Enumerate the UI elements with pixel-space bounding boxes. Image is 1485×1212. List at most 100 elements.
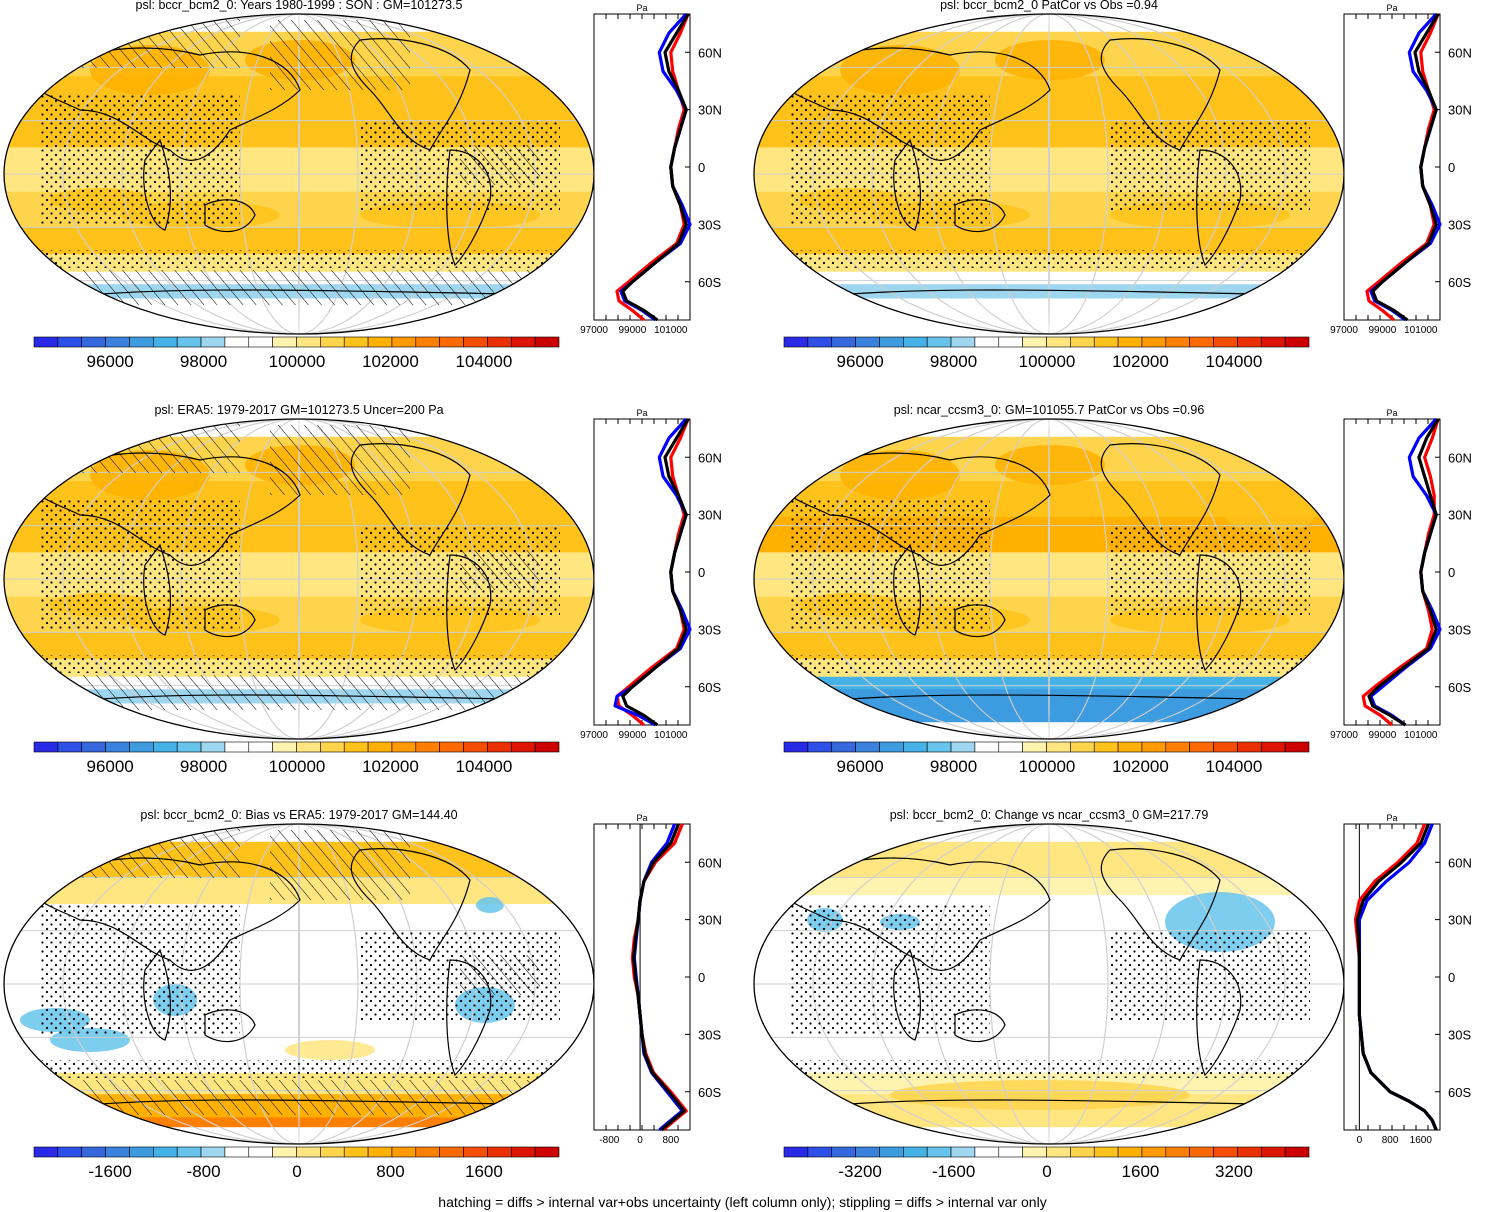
map-gridline [1048, 824, 1050, 1144]
colorbar-cell [1070, 741, 1095, 753]
colorbar-label: 102000 [1112, 757, 1169, 776]
profile-x-tick-label: 800 [662, 1135, 679, 1146]
colorbar-cell [831, 741, 856, 753]
profile-y-tick-label: 60N [1448, 450, 1472, 465]
colorbar-cell [415, 336, 440, 348]
colorbar-cell [1046, 336, 1071, 348]
colorbar-cell [296, 336, 321, 348]
stipple-area [770, 1060, 1320, 1078]
colorbar-cell [1022, 741, 1047, 753]
colorbar-label: 98000 [180, 757, 227, 776]
colorbar-cell [1189, 1146, 1214, 1158]
colorbar-cell [57, 741, 83, 753]
colorbar-cell [248, 1146, 273, 1158]
profile-unit-label: Pa [1386, 813, 1397, 823]
colorbar-cell [1141, 1146, 1167, 1158]
colorbar-cell [248, 741, 273, 753]
coastline [204, 199, 256, 233]
profile-y-tick-label: 30S [698, 1027, 721, 1042]
colorbar-cell [1284, 336, 1310, 348]
colorbar-cell [81, 741, 106, 753]
colorbar-cell [998, 336, 1023, 348]
coastline [29, 857, 301, 971]
map-feature [995, 40, 1105, 80]
hatch-area [460, 550, 540, 590]
colorbar-label: 96000 [836, 352, 883, 371]
profile-x-tick-label: 99000 [618, 730, 646, 741]
panel-graphic: -1600 -800 0 800 1600 Pa -800 0 800 60N 30N 0 30S 60S [3, 813, 722, 1181]
colorbar-cell [367, 741, 393, 753]
colorbar-cell [1237, 741, 1262, 753]
map-feature [995, 445, 1105, 485]
colorbar-cell [1141, 336, 1167, 348]
profile-y-tick-label: 60N [698, 45, 722, 60]
stipple-area [20, 655, 570, 673]
colorbar-label: -1600 [88, 1162, 131, 1181]
colorbar-cell [879, 336, 904, 348]
colorbar-label: 104000 [1206, 352, 1263, 371]
colorbar-cell [176, 741, 202, 753]
colorbar-cell [1070, 336, 1095, 348]
colorbar-label: 800 [376, 1162, 404, 1181]
profile-y-tick-label: 0 [1448, 565, 1455, 580]
coastline [143, 948, 172, 1041]
colorbar-cell [105, 336, 130, 348]
coastline [143, 543, 172, 636]
colorbar-cell [343, 336, 369, 348]
colorbar-cell [367, 1146, 393, 1158]
coastline [893, 138, 922, 231]
profile-y-tick-label: 60N [1448, 45, 1472, 60]
hatch-area [80, 675, 560, 710]
profile-series-line [621, 418, 690, 727]
colorbar-label: 3200 [1215, 1162, 1253, 1181]
hatch-area [60, 423, 240, 473]
colorbar-cell [272, 336, 297, 348]
coastline [893, 543, 922, 636]
colorbar: 96000 98000 100000 102000 104000 [33, 741, 560, 776]
colorbar-cell [855, 336, 880, 348]
colorbar-label: 100000 [269, 352, 326, 371]
stipple-area [770, 655, 1320, 673]
stipple-area [1110, 525, 1310, 615]
zonal-profile: Pa 97000 99000 101000 60N 30N 0 30S 60S [580, 3, 722, 336]
profile-unit-label: Pa [636, 408, 647, 418]
hatch-area [270, 20, 410, 90]
hatch-area [460, 955, 540, 995]
coastline [446, 149, 492, 267]
profile-y-tick-label: 30N [698, 508, 722, 523]
profile-y-tick-label: 0 [1448, 160, 1455, 175]
colorbar-cell [391, 741, 417, 753]
colorbar-cell [510, 336, 536, 348]
map-field [754, 14, 1344, 334]
map-feature [475, 92, 565, 128]
colorbar-label: 96000 [86, 352, 133, 371]
map-gridline [298, 419, 300, 739]
profile-y-tick-label: 60S [1448, 1085, 1471, 1100]
coastline [954, 1009, 1006, 1043]
stipple-area [20, 250, 570, 268]
profile-unit-label: Pa [1386, 3, 1397, 13]
zonal-profile: Pa 97000 99000 101000 60N 30N 0 30S 60S [1330, 3, 1472, 336]
colorbar-cell [1260, 741, 1286, 753]
colorbar-cell [463, 1146, 488, 1158]
colorbar-cell [391, 336, 417, 348]
colorbar-cell [1093, 741, 1119, 753]
colorbar-cell [855, 1146, 880, 1158]
panel-title: psl: bccr_bcm2_0: Bias vs ERA5: 1979-201… [140, 808, 458, 822]
colorbar-label: 96000 [836, 757, 883, 776]
colorbar-cell [81, 336, 106, 348]
colorbar-cell [153, 1146, 178, 1158]
panel-2: psl: bccr_bcm2_0 PatCor vs Obs =0.94 9600… [750, 0, 1485, 400]
colorbar-label: 0 [292, 1162, 301, 1181]
panel-3: psl: ERA5: 1979-2017 GM=101273.5 Uncer=2… [0, 403, 735, 805]
coastline [779, 47, 1051, 161]
stipple-area [790, 905, 990, 1035]
colorbar-cell [487, 741, 512, 753]
colorbar-cell [33, 336, 59, 348]
colorbar-cell [129, 1146, 154, 1158]
colorbar-cell [487, 1146, 512, 1158]
colorbar: 96000 98000 100000 102000 104000 [33, 336, 560, 371]
colorbar-cell [463, 741, 488, 753]
map-feature [476, 897, 504, 913]
panel-graphic: 96000 98000 100000 102000 104000 Pa 97000 99000… [3, 408, 722, 776]
